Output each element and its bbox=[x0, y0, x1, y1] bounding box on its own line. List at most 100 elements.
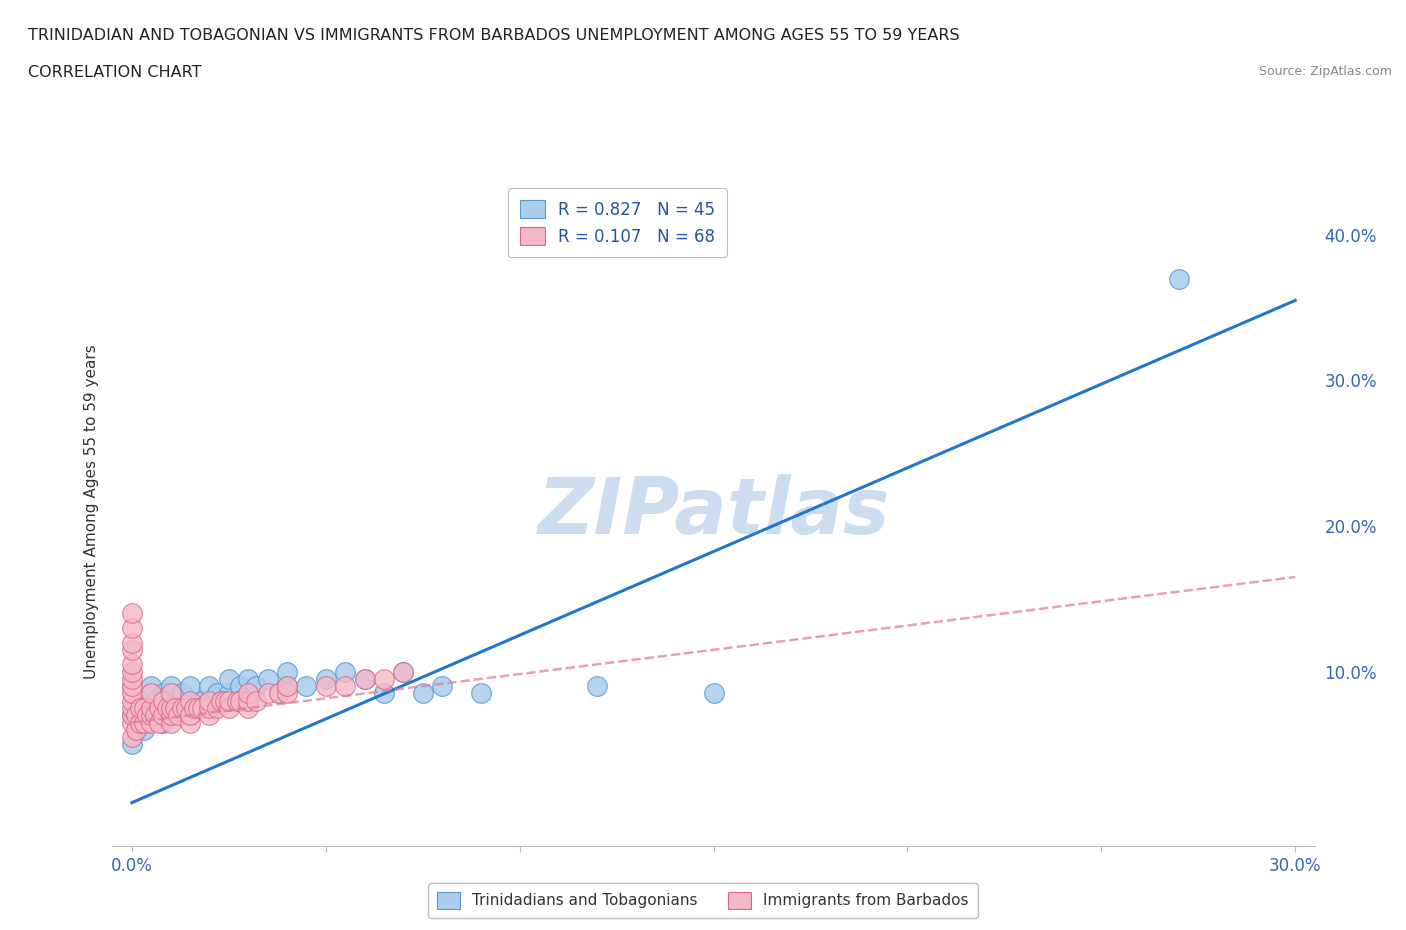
Point bbox=[190, 700, 212, 715]
Point bbox=[353, 671, 375, 686]
Point bbox=[412, 686, 434, 701]
Point bbox=[121, 708, 143, 723]
Point bbox=[141, 708, 163, 723]
Point bbox=[148, 700, 170, 715]
Point bbox=[143, 693, 166, 708]
Point bbox=[141, 679, 163, 694]
Point bbox=[470, 686, 492, 701]
Point bbox=[238, 686, 260, 701]
Point bbox=[159, 708, 181, 723]
Point bbox=[159, 693, 181, 708]
Point bbox=[295, 679, 318, 694]
Point bbox=[245, 693, 267, 708]
Point bbox=[179, 708, 201, 723]
Point bbox=[225, 693, 247, 708]
Point bbox=[121, 606, 143, 621]
Point bbox=[269, 686, 291, 701]
Point bbox=[218, 693, 240, 708]
Point bbox=[183, 700, 205, 715]
Point bbox=[148, 715, 170, 730]
Point bbox=[121, 679, 143, 694]
Point bbox=[121, 730, 143, 745]
Point bbox=[121, 643, 143, 658]
Point bbox=[125, 723, 148, 737]
Point bbox=[315, 679, 337, 694]
Point bbox=[121, 620, 143, 635]
Point bbox=[430, 679, 453, 694]
Point bbox=[214, 693, 236, 708]
Point bbox=[159, 700, 181, 715]
Point bbox=[125, 708, 148, 723]
Text: ZIPatlas: ZIPatlas bbox=[537, 473, 890, 550]
Point bbox=[152, 715, 174, 730]
Point bbox=[167, 708, 190, 723]
Point bbox=[143, 708, 166, 723]
Point bbox=[229, 693, 252, 708]
Point bbox=[238, 671, 260, 686]
Point bbox=[141, 700, 163, 715]
Point bbox=[152, 693, 174, 708]
Point bbox=[198, 679, 221, 694]
Point bbox=[205, 686, 228, 701]
Point bbox=[190, 693, 212, 708]
Point bbox=[121, 693, 143, 708]
Point bbox=[128, 715, 150, 730]
Point bbox=[269, 686, 291, 701]
Text: Source: ZipAtlas.com: Source: ZipAtlas.com bbox=[1258, 65, 1392, 78]
Point bbox=[315, 671, 337, 686]
Point bbox=[121, 635, 143, 650]
Point bbox=[276, 679, 298, 694]
Point bbox=[125, 723, 148, 737]
Point bbox=[159, 708, 181, 723]
Point bbox=[586, 679, 609, 694]
Text: TRINIDADIAN AND TOBAGONIAN VS IMMIGRANTS FROM BARBADOS UNEMPLOYMENT AMONG AGES 5: TRINIDADIAN AND TOBAGONIAN VS IMMIGRANTS… bbox=[28, 28, 960, 43]
Point bbox=[229, 679, 252, 694]
Point bbox=[198, 693, 221, 708]
Point bbox=[353, 671, 375, 686]
Point bbox=[172, 700, 194, 715]
Point bbox=[198, 708, 221, 723]
Point bbox=[179, 679, 201, 694]
Point bbox=[152, 708, 174, 723]
Point bbox=[218, 686, 240, 701]
Point bbox=[333, 664, 356, 679]
Point bbox=[141, 686, 163, 701]
Point bbox=[121, 679, 143, 694]
Point bbox=[218, 700, 240, 715]
Point bbox=[148, 708, 170, 723]
Point bbox=[141, 715, 163, 730]
Point bbox=[152, 686, 174, 701]
Point bbox=[256, 686, 278, 701]
Point bbox=[121, 671, 143, 686]
Point bbox=[238, 693, 260, 708]
Point bbox=[128, 700, 150, 715]
Point bbox=[187, 700, 209, 715]
Legend: Trinidadians and Tobagonians, Immigrants from Barbados: Trinidadians and Tobagonians, Immigrants… bbox=[427, 883, 979, 918]
Point bbox=[159, 679, 181, 694]
Point bbox=[205, 700, 228, 715]
Point bbox=[159, 686, 181, 701]
Point bbox=[128, 693, 150, 708]
Point bbox=[132, 723, 155, 737]
Point bbox=[179, 708, 201, 723]
Point bbox=[121, 700, 143, 715]
Point bbox=[121, 664, 143, 679]
Point bbox=[132, 715, 155, 730]
Point bbox=[1167, 272, 1189, 286]
Legend: R = 0.827   N = 45, R = 0.107   N = 68: R = 0.827 N = 45, R = 0.107 N = 68 bbox=[508, 189, 727, 258]
Point bbox=[159, 715, 181, 730]
Point bbox=[245, 679, 267, 694]
Point bbox=[121, 708, 143, 723]
Point bbox=[198, 693, 221, 708]
Point bbox=[333, 679, 356, 694]
Y-axis label: Unemployment Among Ages 55 to 59 years: Unemployment Among Ages 55 to 59 years bbox=[83, 344, 98, 679]
Point bbox=[238, 693, 260, 708]
Point bbox=[392, 664, 415, 679]
Point bbox=[238, 700, 260, 715]
Point bbox=[121, 657, 143, 671]
Point bbox=[392, 664, 415, 679]
Point bbox=[167, 700, 190, 715]
Point bbox=[163, 700, 186, 715]
Text: CORRELATION CHART: CORRELATION CHART bbox=[28, 65, 201, 80]
Point bbox=[276, 664, 298, 679]
